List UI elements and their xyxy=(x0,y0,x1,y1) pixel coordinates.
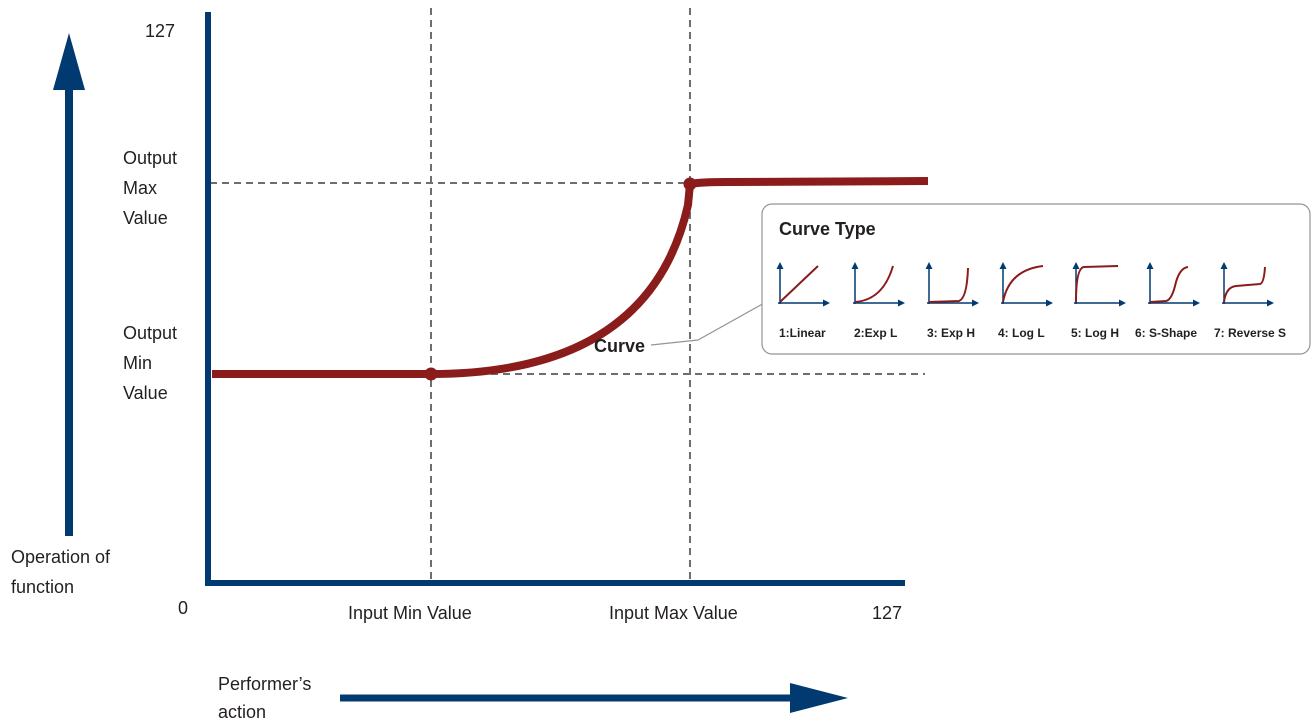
curve-type-label: 5: Log H xyxy=(1071,326,1119,340)
output-max-line-3: Value xyxy=(123,208,168,228)
output-max-line-1: Output xyxy=(123,148,177,168)
thumb-curve xyxy=(1149,266,1189,303)
curve-type-label: 7: Reverse S xyxy=(1214,326,1286,340)
output-max-line-2: Max xyxy=(123,178,157,198)
operation-line-2: function xyxy=(11,577,74,597)
performer-line-1: Performer’s xyxy=(218,674,311,694)
thumb-curve xyxy=(1075,265,1119,303)
operation-label: Operation of function xyxy=(11,547,115,597)
curve-type-exp-h-icon xyxy=(925,262,979,307)
curve-label: Curve xyxy=(594,336,645,356)
response-curve xyxy=(212,177,929,381)
output-min-label: Output Min Value xyxy=(123,323,182,403)
curve-type-log-l-icon xyxy=(999,262,1053,307)
operation-arrow xyxy=(53,33,85,536)
curve-type-log-h-icon xyxy=(1072,262,1126,307)
thumb-y-arrow xyxy=(1072,262,1080,269)
output-min-line-3: Value xyxy=(123,383,168,403)
thumb-y-arrow xyxy=(1220,262,1228,269)
curve-type-linear-icon xyxy=(776,262,830,307)
thumb-x-arrow xyxy=(1193,299,1200,307)
input-min-label: Input Min Value xyxy=(348,603,472,623)
curve-type-title: Curve Type xyxy=(779,219,876,239)
curve-type-label: 3: Exp H xyxy=(927,326,975,340)
thumb-x-arrow xyxy=(1046,299,1053,307)
thumb-x-arrow xyxy=(823,299,830,307)
curve-type-s-shape-icon xyxy=(1146,262,1200,307)
thumb-y-arrow xyxy=(999,262,1007,269)
input-min-point xyxy=(424,367,438,381)
curve-type-reverse-s-icon xyxy=(1220,262,1274,307)
curve-type-label: 4: Log L xyxy=(998,326,1045,340)
curve-type-exp-l-icon xyxy=(851,262,905,307)
input-max-label: Input Max Value xyxy=(609,603,738,623)
main-axes xyxy=(205,12,905,586)
thumb-curve xyxy=(779,265,819,303)
operation-line-1: Operation of xyxy=(11,547,111,567)
thumb-curve xyxy=(854,265,894,303)
y-max-label: 127 xyxy=(145,21,175,41)
performer-line-2: action xyxy=(218,702,266,722)
thumb-curve xyxy=(1223,266,1266,303)
thumb-x-arrow xyxy=(972,299,979,307)
performer-arrow xyxy=(340,683,848,713)
curve-type-thumbnails: 1:Linear 2:Exp L 3: Exp H 4: Log L 5: Log H 6… xyxy=(776,262,1286,340)
curve-callout xyxy=(650,301,767,346)
thumb-x-arrow xyxy=(1267,299,1274,307)
curve-type-box: Curve Type 1:Linear 2:Exp L 3: Exp H 4: Log… xyxy=(761,203,1311,355)
output-min-line-2: Min xyxy=(123,353,152,373)
input-max-point xyxy=(683,177,697,191)
output-max-label: Output Max Value xyxy=(123,148,182,228)
performer-label: Performer’s action xyxy=(218,674,316,722)
thumb-x-arrow xyxy=(1119,299,1126,307)
thumb-curve xyxy=(1002,265,1044,303)
thumb-x-arrow xyxy=(898,299,905,307)
curve-type-label: 2:Exp L xyxy=(854,326,897,340)
thumb-y-arrow xyxy=(851,262,859,269)
thumb-y-arrow xyxy=(925,262,933,269)
x-max-label: 127 xyxy=(872,603,902,623)
output-min-line-1: Output xyxy=(123,323,177,343)
curve-type-label: 6: S-Shape xyxy=(1135,326,1197,340)
thumb-y-arrow xyxy=(1146,262,1154,269)
thumb-y-arrow xyxy=(776,262,784,269)
guide-lines xyxy=(210,8,925,584)
curve-type-label: 1:Linear xyxy=(779,326,826,340)
thumb-curve xyxy=(928,267,969,303)
origin-label: 0 xyxy=(178,598,188,618)
